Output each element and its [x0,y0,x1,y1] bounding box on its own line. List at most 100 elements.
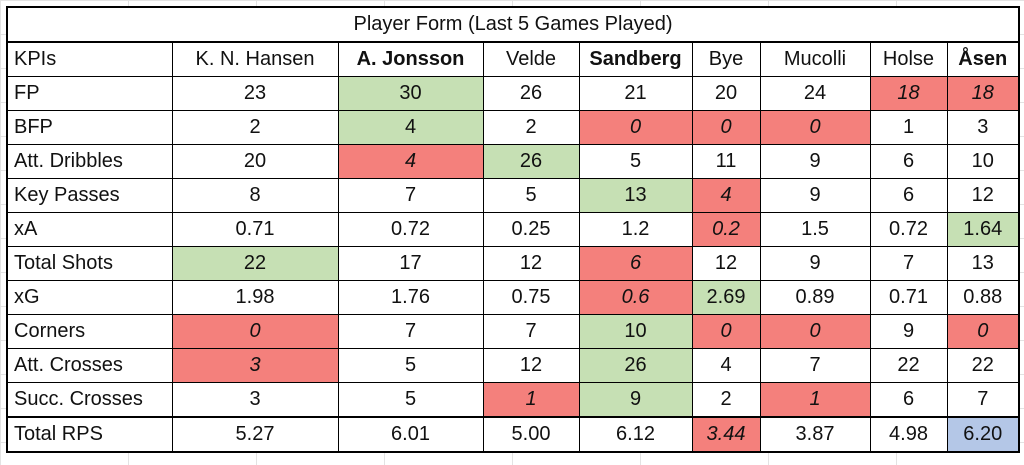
player-header-4: Sandberg [578,41,693,77]
table-body: FP 23 30 26 21 20 24 18 18 BFP 2 4 2 0 0 0 1 3 Att. Dribbl… [6,76,1020,453]
table-cell: 9 [759,178,871,213]
player-form-table: Player Form (Last 5 Games Played) KPIs K… [6,6,1020,453]
table-cell: 12 [691,246,761,281]
total-cell: 6.20 [946,416,1020,453]
player-header-3: Velde [482,41,580,77]
table-row: Att. Dribbles 20 4 26 5 11 9 6 10 [6,144,1020,179]
table-cell: 21 [578,76,693,111]
table-cell: 7 [869,246,948,281]
table-cell: 11 [691,144,761,179]
table-cell: 9 [759,246,871,281]
player-header-8: Åsen [946,41,1020,77]
table-row: BFP 2 4 2 0 0 0 1 3 [6,110,1020,145]
kpi-label: BFP [6,110,173,145]
player-form-sheet: Player Form (Last 5 Games Played) KPIs K… [6,6,1020,461]
table-cell: 7 [337,178,484,213]
table-cell: 0 [691,110,761,145]
table-cell: 6 [869,382,948,418]
table-row: Att. Crosses 3 5 12 26 4 7 22 22 [6,348,1020,383]
kpi-label: xA [6,212,173,247]
table-cell: 4 [691,178,761,213]
table-cell: 0.6 [578,280,693,315]
table-cell: 10 [946,144,1020,179]
table-cell: 9 [869,314,948,349]
table-cell: 5 [337,348,484,383]
table-cell: 2 [171,110,339,145]
table-cell: 0.71 [171,212,339,247]
table-cell: 17 [337,246,484,281]
table-cell: 4 [337,110,484,145]
table-cell: 6 [578,246,693,281]
table-cell: 0.25 [482,212,580,247]
table-cell: 20 [171,144,339,179]
table-cell: 30 [337,76,484,111]
table-cell: 2 [482,110,580,145]
table-cell: 10 [578,314,693,349]
kpi-label: xG [6,280,173,315]
table-cell: 0.2 [691,212,761,247]
table-cell: 18 [946,76,1020,111]
table-cell: 1.2 [578,212,693,247]
kpi-label: Succ. Crosses [6,382,173,418]
table-cell: 5 [578,144,693,179]
table-cell: 7 [759,348,871,383]
table-cell: 1.5 [759,212,871,247]
table-cell: 9 [759,144,871,179]
table-cell: 6 [869,144,948,179]
table-cell: 7 [337,314,484,349]
kpi-column-header: KPIs [6,41,173,77]
kpi-label: Att. Dribbles [6,144,173,179]
table-cell: 1.98 [171,280,339,315]
table-cell: 12 [946,178,1020,213]
table-cell: 6 [869,178,948,213]
table-cell: 4 [691,348,761,383]
table-cell: 22 [869,348,948,383]
table-cell: 3 [946,110,1020,145]
table-cell: 3 [171,348,339,383]
table-cell: 12 [482,246,580,281]
table-cell: 5 [337,382,484,418]
table-cell: 7 [946,382,1020,418]
table-cell: 1 [759,382,871,418]
table-cell: 13 [946,246,1020,281]
table-cell: 1 [482,382,580,418]
table-cell: 26 [482,76,580,111]
table-title: Player Form (Last 5 Games Played) [6,6,1020,43]
table-cell: 5 [482,178,580,213]
table-cell: 4 [337,144,484,179]
total-cell: 6.01 [337,416,484,453]
table-cell: 22 [946,348,1020,383]
player-header-6: Mucolli [759,41,871,77]
total-row: Total RPS 5.27 6.01 5.00 6.12 3.44 3.87 4.98 6.2… [6,416,1020,453]
table-cell: 13 [578,178,693,213]
table-cell: 0.72 [869,212,948,247]
table-cell: 1 [869,110,948,145]
table-cell: 22 [171,246,339,281]
total-cell: 5.00 [482,416,580,453]
total-cell: 3.44 [691,416,761,453]
header-row: KPIs K. N. Hansen A. Jonsson Velde Sandberg… [6,41,1020,77]
table-cell: 0 [946,314,1020,349]
table-row: xG 1.98 1.76 0.75 0.6 2.69 0.89 0.71 0.88 [6,280,1020,315]
title-row: Player Form (Last 5 Games Played) [6,6,1020,43]
table-cell: 26 [482,144,580,179]
table-cell: 1.76 [337,280,484,315]
total-label: Total RPS [6,416,173,453]
total-cell: 3.87 [759,416,871,453]
table-cell: 0 [759,314,871,349]
table-cell: 0.72 [337,212,484,247]
kpi-label: Key Passes [6,178,173,213]
table-cell: 0 [171,314,339,349]
kpi-label: Total Shots [6,246,173,281]
table-cell: 8 [171,178,339,213]
table-cell: 2 [691,382,761,418]
table-cell: 18 [869,76,948,111]
player-header-2: A. Jonsson [337,41,484,77]
table-cell: 26 [578,348,693,383]
player-header-7: Holse [869,41,948,77]
table-row: Total Shots 22 17 12 6 12 9 7 13 [6,246,1020,281]
player-header-5: Bye [691,41,761,77]
table-row: FP 23 30 26 21 20 24 18 18 [6,76,1020,111]
table-cell: 23 [171,76,339,111]
kpi-label: Corners [6,314,173,349]
